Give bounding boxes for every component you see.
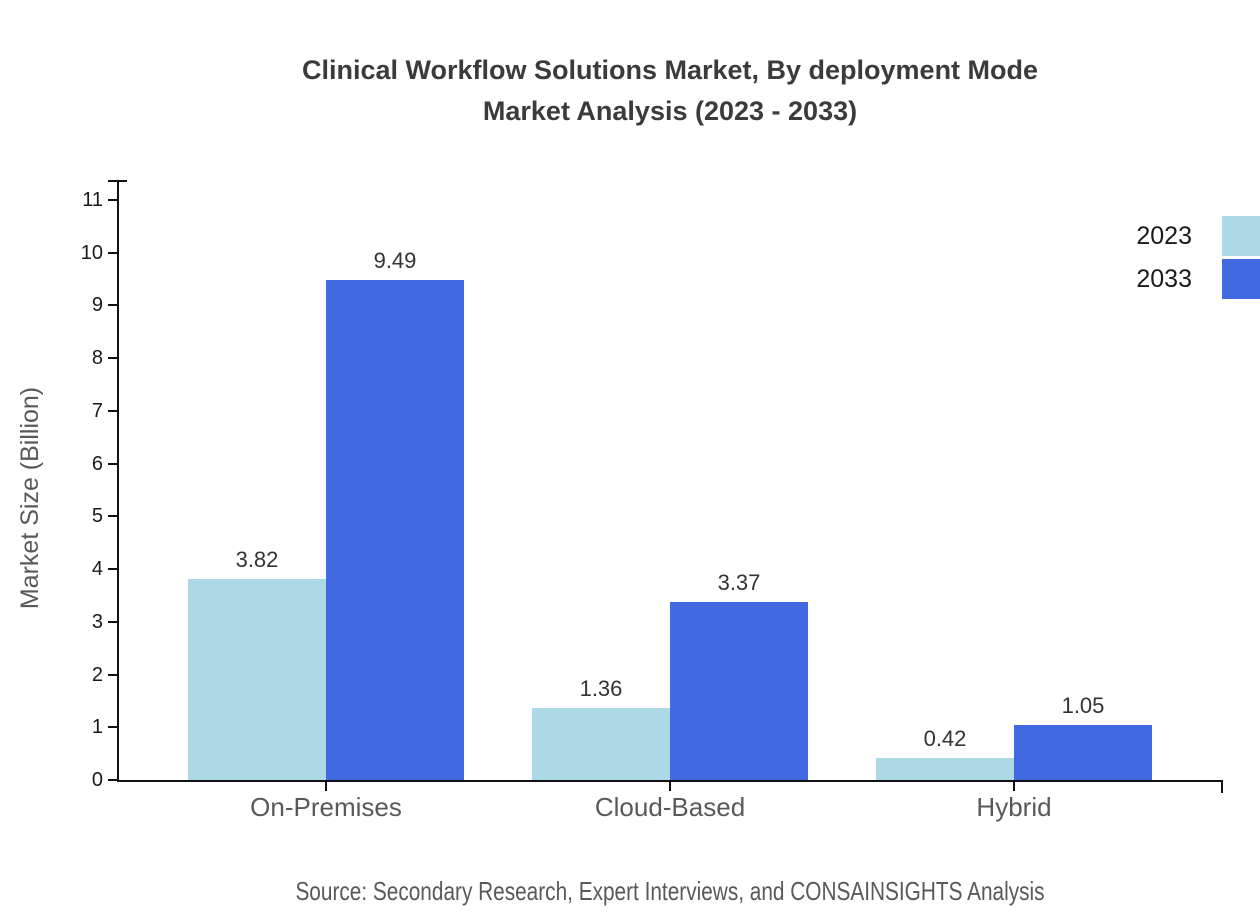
y-tick-label: 5 [91,505,103,528]
source-note: Source: Secondary Research, Expert Inter… [295,876,1045,906]
bar-2033-Cloud-Based [670,602,808,780]
legend-label-2033: 2033 [1136,265,1192,293]
y-tick-label: 9 [91,294,103,317]
x-category-label-Hybrid: Hybrid [976,792,1052,822]
bar-2033-Hybrid [1014,725,1152,780]
y-tick-mark [108,357,117,360]
value-label-2033-Cloud-Based: 3.37 [717,570,761,595]
value-label-2023-Hybrid: 0.42 [923,726,967,751]
chart-title: Clinical Workflow Solutions Market, By d… [80,50,1260,132]
legend-entry-2023: 2023 [1136,216,1260,256]
x-tick-mark [669,782,671,791]
y-axis-end-cap [108,180,127,182]
bar-2023-Cloud-Based [532,708,670,780]
y-tick-mark [108,409,117,412]
x-axis-line [117,780,1223,782]
y-tick-label: 4 [91,558,103,581]
value-label-2033-Hybrid: 1.05 [1061,693,1105,718]
y-tick-mark [108,515,117,518]
x-axis-end-cap [1221,780,1223,793]
chart-title-line1: Clinical Workflow Solutions Market, By d… [301,55,1039,85]
y-tick-mark [108,462,117,465]
y-tick-mark [108,779,117,781]
value-label-2033-On-Premises: 9.49 [373,248,417,273]
y-tick-label: 8 [91,347,103,370]
y-tick-label: 2 [91,663,103,686]
y-tick-label: 11 [82,189,103,211]
y-tick-label: 7 [91,399,103,422]
y-tick-mark [108,620,117,623]
y-tick-label: 6 [91,452,103,475]
legend-entry-2033: 2033 [1136,259,1260,299]
value-label-2023-Cloud-Based: 1.36 [579,676,623,701]
value-label-2023-On-Premises: 3.82 [235,547,279,572]
chart-title-line2: Market Analysis (2023 - 2033) [482,96,858,126]
y-tick-label: 0 [91,769,103,791]
x-tick-mark [325,782,327,791]
x-tick-mark [1013,782,1015,791]
y-axis-line [117,180,119,782]
y-tick-mark [108,568,117,571]
x-category-label-Cloud-Based: Cloud-Based [594,792,746,822]
y-tick-mark [108,251,117,254]
bar-2033-On-Premises [326,280,464,780]
y-tick-label: 1 [91,716,103,739]
y-tick-mark [108,726,117,729]
y-tick-mark [108,199,117,201]
bar-2023-On-Premises [188,579,326,780]
legend-swatch-2023 [1222,216,1260,256]
y-tick-label: 10 [80,241,103,264]
legend-swatch-2033 [1222,259,1260,299]
legend: 2023 2033 [1136,216,1260,299]
y-tick-mark [108,673,117,676]
y-tick-mark [108,304,117,307]
bar-2023-Hybrid [876,758,1014,780]
x-category-label-On-Premises: On-Premises [250,792,402,822]
legend-label-2023: 2023 [1136,222,1192,250]
y-tick-label: 3 [91,610,103,633]
